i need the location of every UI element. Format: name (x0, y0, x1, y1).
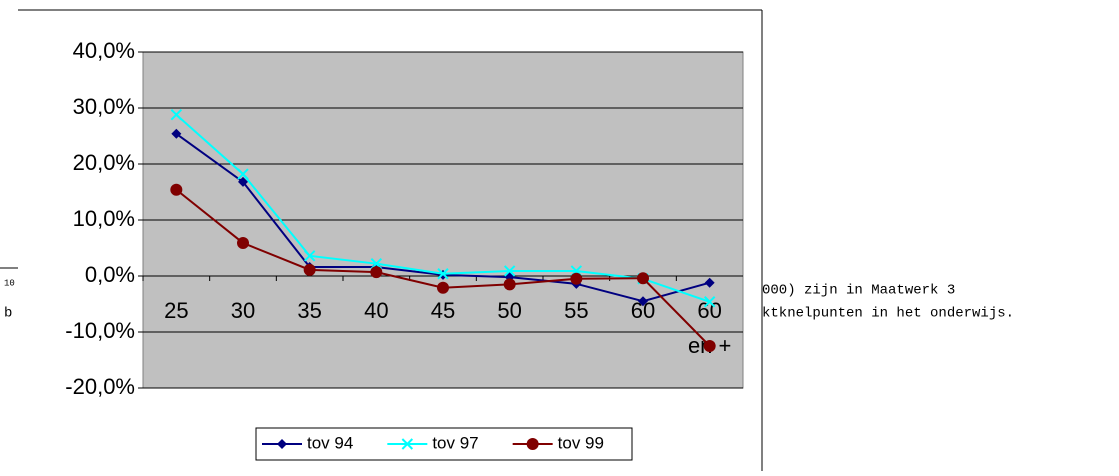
x-tick-label: 50 (497, 298, 521, 323)
y-tick-label: -10,0% (65, 318, 135, 343)
y-tick-label: 40,0% (73, 38, 135, 63)
marker (303, 250, 316, 262)
y-tick-label: 30,0% (73, 94, 135, 119)
x-tick-label: 35 (297, 298, 321, 323)
marker (703, 340, 716, 352)
marker (704, 277, 715, 288)
doc-text: 000) zijn in Maatwerk 3 (762, 283, 955, 299)
legend-label: tov 94 (307, 433, 353, 452)
y-tick-label: 20,0% (73, 150, 135, 175)
marker (570, 272, 583, 285)
footnote-number: 10 (4, 278, 15, 288)
marker (401, 438, 414, 450)
marker (637, 272, 649, 285)
x-tick-label: 25 (164, 298, 188, 323)
y-tick-label: 0,0% (85, 262, 135, 287)
marker (238, 176, 248, 187)
marker (303, 263, 316, 276)
y-tick-label: -20,0% (65, 374, 135, 399)
legend-label: tov 99 (558, 433, 604, 452)
chart: -20,0% -10,0% 0,0% 10,0% 20,0% 30,0% 40,0% 25 30… (65, 38, 743, 461)
marker (170, 183, 183, 196)
marker (437, 268, 449, 280)
doc-text: b (4, 306, 12, 322)
marker (638, 296, 648, 307)
marker (370, 257, 383, 270)
marker (703, 296, 716, 308)
legend (255, 427, 633, 461)
x-tick-label: 45 (431, 298, 455, 323)
x-tick-label: 55 (564, 298, 588, 323)
y-tick-label: 10,0% (73, 206, 135, 231)
doc-text: ktknelpunten in het onderwijs. (762, 306, 1014, 322)
marker (170, 109, 183, 121)
marker (503, 265, 516, 277)
legend-label: tov 97 (432, 433, 478, 452)
marker (171, 128, 182, 139)
x-tick-label: 40 (364, 298, 388, 323)
marker (370, 266, 383, 279)
marker (437, 281, 449, 294)
marker (277, 439, 287, 449)
x-tick-label: 30 (231, 298, 255, 323)
marker (237, 168, 249, 180)
marker (503, 278, 516, 291)
marker (526, 438, 539, 450)
marker (237, 236, 249, 249)
